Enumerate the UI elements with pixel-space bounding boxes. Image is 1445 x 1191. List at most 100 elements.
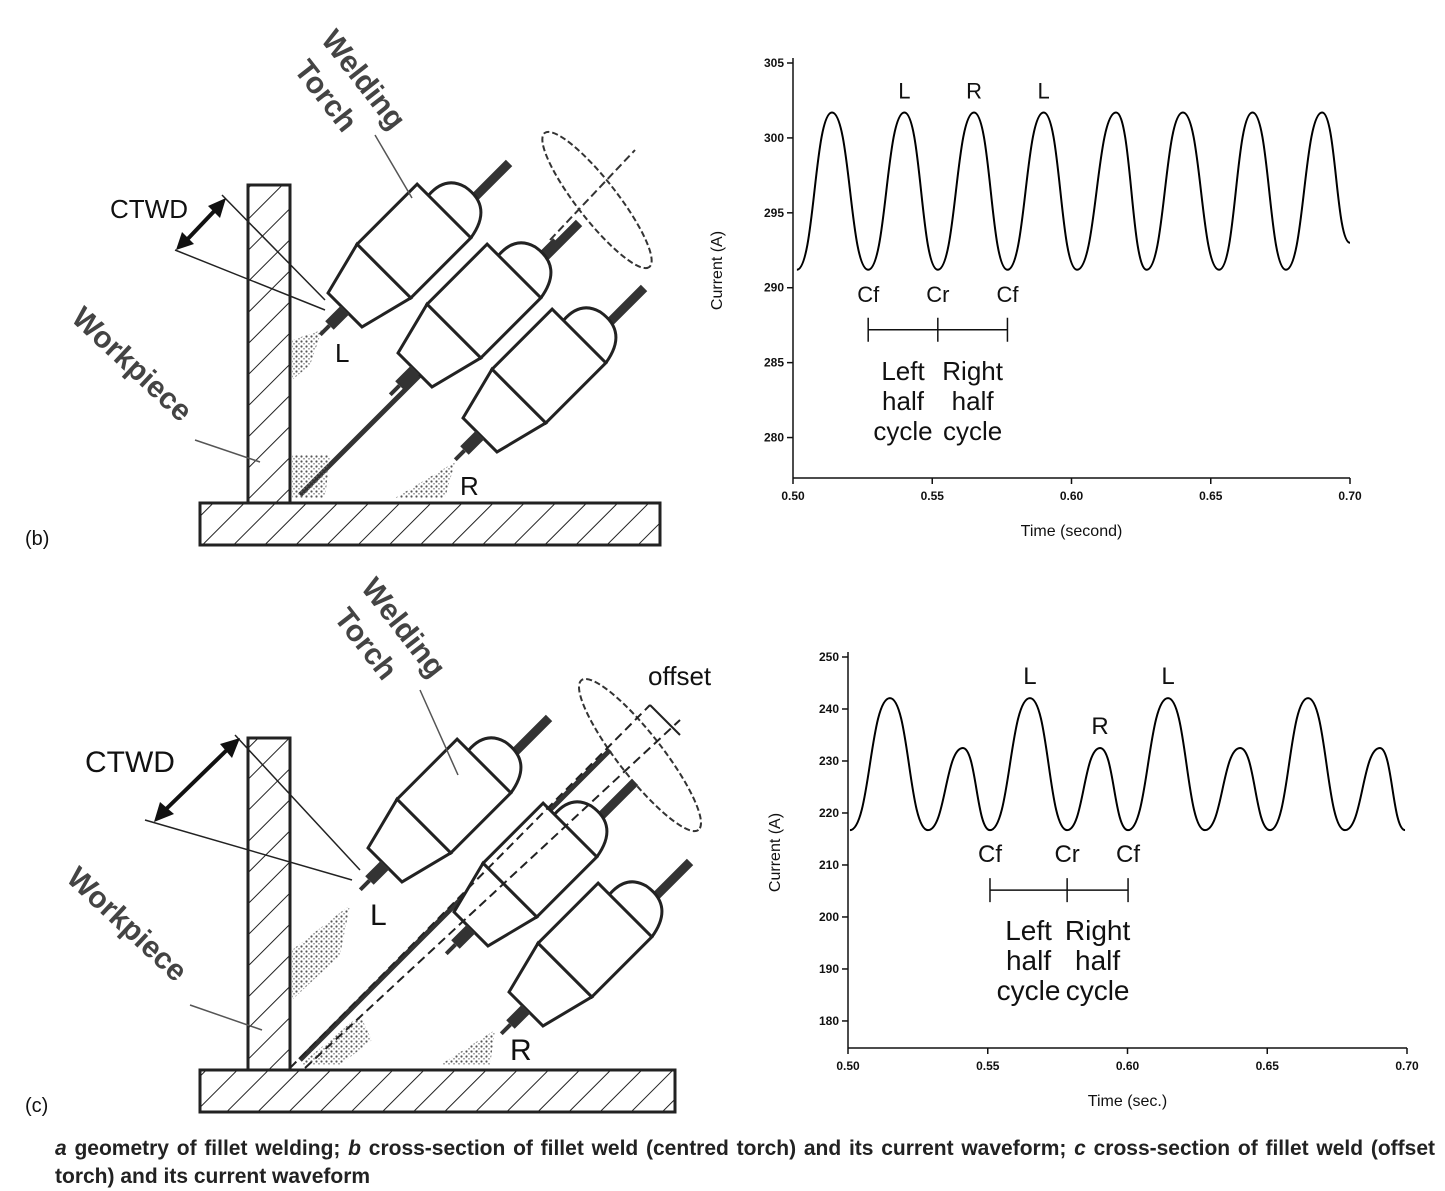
half-cycle-label: half <box>882 386 925 416</box>
x-tick-label: 0.65 <box>1256 1059 1280 1073</box>
waveform <box>796 111 1351 271</box>
diagram-c: CTWD offset Welding Torch Workpiece L R … <box>25 572 716 1117</box>
peak-label: L <box>1161 663 1174 690</box>
x-axis-label: Time (sec.) <box>1088 1093 1167 1110</box>
right-label: R <box>460 471 479 501</box>
y-tick-label: 240 <box>819 702 839 716</box>
y-tick-label: 200 <box>819 910 839 924</box>
half-cycle-label: cycle <box>873 416 932 446</box>
y-tick-label: 230 <box>819 754 839 768</box>
base-plate <box>198 501 662 547</box>
half-cycle-label: half <box>952 386 995 416</box>
x-tick-label: 0.70 <box>1338 489 1362 503</box>
leader <box>374 134 413 199</box>
axis <box>304 719 681 1069</box>
leader <box>194 439 261 463</box>
peak-label: R <box>966 78 982 103</box>
offset-label: offset <box>648 661 712 691</box>
peak-label: L <box>1023 663 1036 690</box>
spray <box>440 1030 495 1065</box>
x-tick-label: 0.70 <box>1395 1059 1419 1073</box>
spray <box>395 462 455 498</box>
half-cycle-label: cycle <box>943 416 1002 446</box>
leader <box>419 689 459 776</box>
workpiece-label: Workpiece <box>60 861 193 988</box>
axis <box>549 149 636 241</box>
vertical-plate <box>246 736 292 1072</box>
half-cycle-label: cycle <box>1066 975 1130 1006</box>
peak-label: L <box>1038 78 1050 103</box>
y-tick-label: 210 <box>819 858 839 872</box>
ctwd-line <box>144 819 353 881</box>
y-tick-label: 190 <box>819 962 839 976</box>
panel-label: (c) <box>25 1095 48 1117</box>
y-tick-label: 250 <box>819 650 839 664</box>
x-axis-label: Time (second) <box>1021 523 1123 540</box>
half-cycle-label: Left <box>881 356 925 386</box>
x-tick-label: 0.50 <box>781 489 805 503</box>
half-cycle-label: Right <box>942 356 1003 386</box>
caption-text: cross-section of fillet weld (offset tor… <box>55 1137 1435 1188</box>
ctwd-line <box>174 249 326 311</box>
ctwd: CTWD <box>110 194 188 224</box>
vertical-plate <box>246 183 292 505</box>
spray <box>292 455 330 498</box>
caption: a geometry of fillet welding; b cross-se… <box>55 1135 1435 1191</box>
leader <box>189 1004 263 1031</box>
spray <box>292 330 322 380</box>
x-tick-label: 0.55 <box>976 1059 1000 1073</box>
y-tick-label: 280 <box>764 431 784 445</box>
half-cycle-label: Right <box>1065 915 1131 946</box>
caption-letter: c <box>1074 1137 1086 1160</box>
cycle-mark: Cf <box>857 282 880 307</box>
spray <box>292 905 350 1000</box>
y-tick-label: 305 <box>764 56 784 70</box>
x-tick-label: 0.50 <box>836 1059 860 1073</box>
orbit <box>541 130 653 270</box>
left-label: L <box>335 338 349 368</box>
x-tick-label: 0.60 <box>1060 489 1084 503</box>
cycle-mark: Cf <box>1116 841 1140 868</box>
right-label: R <box>510 1034 532 1067</box>
cycle-mark: Cf <box>996 282 1019 307</box>
half-cycle-label: cycle <box>997 975 1061 1006</box>
offset-dim <box>649 704 681 736</box>
spray <box>300 1015 372 1065</box>
waveform <box>849 697 1406 832</box>
cycle-mark: Cr <box>926 282 949 307</box>
ctwd-line <box>221 194 326 301</box>
peak-label: R <box>1091 713 1108 740</box>
caption-text: geometry of fillet welding; <box>66 1137 349 1160</box>
ctwd-arrow <box>158 743 234 817</box>
caption-text: cross-section of fillet weld (centred to… <box>361 1137 1075 1160</box>
diagram-b: CTWD Welding Torch Workpiece L R (b) <box>25 24 665 550</box>
caption-letter: b <box>348 1137 361 1160</box>
x-tick-label: 0.60 <box>1116 1059 1140 1073</box>
caption-letter: a <box>55 1137 67 1160</box>
half-cycle-label: Left <box>1005 915 1052 946</box>
x-tick-label: 0.65 <box>1199 489 1223 503</box>
y-tick-label: 220 <box>819 806 839 820</box>
left-label: L <box>370 899 387 932</box>
y-axis-label: Current (A) <box>767 813 784 892</box>
base-plate <box>198 1068 677 1114</box>
half-cycle-label: half <box>1075 945 1120 976</box>
ctwd-line <box>234 734 361 871</box>
x-tick-label: 0.55 <box>921 489 945 503</box>
y-axis-label: Current (A) <box>709 231 726 310</box>
workpiece-label: Workpiece <box>65 301 198 428</box>
half-cycle-label: half <box>1006 945 1051 976</box>
figure: CTWD Welding Torch Workpiece L R (b) CTW… <box>25 24 1419 1117</box>
wire <box>298 748 612 1062</box>
peak-label: L <box>898 78 910 103</box>
y-tick-label: 285 <box>764 356 784 370</box>
y-tick-label: 295 <box>764 206 784 220</box>
y-tick-label: 290 <box>764 281 784 295</box>
panel-label: (b) <box>25 528 49 550</box>
y-tick-label: 180 <box>819 1014 839 1028</box>
ctwd: CTWD <box>85 746 175 779</box>
cycle-mark: Cr <box>1054 841 1079 868</box>
axis <box>289 704 651 1069</box>
y-tick-label: 300 <box>764 131 784 145</box>
